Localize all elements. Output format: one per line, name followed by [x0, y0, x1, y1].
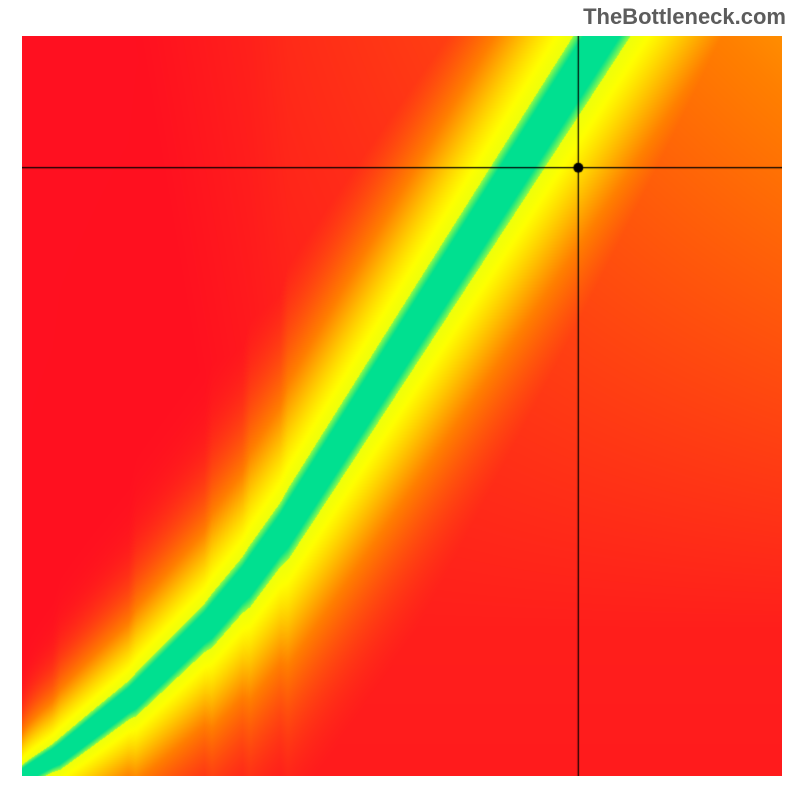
- chart-area: [22, 36, 782, 776]
- attribution-text: TheBottleneck.com: [583, 4, 786, 30]
- heatmap-canvas: [22, 36, 782, 776]
- chart-container: TheBottleneck.com: [0, 0, 800, 800]
